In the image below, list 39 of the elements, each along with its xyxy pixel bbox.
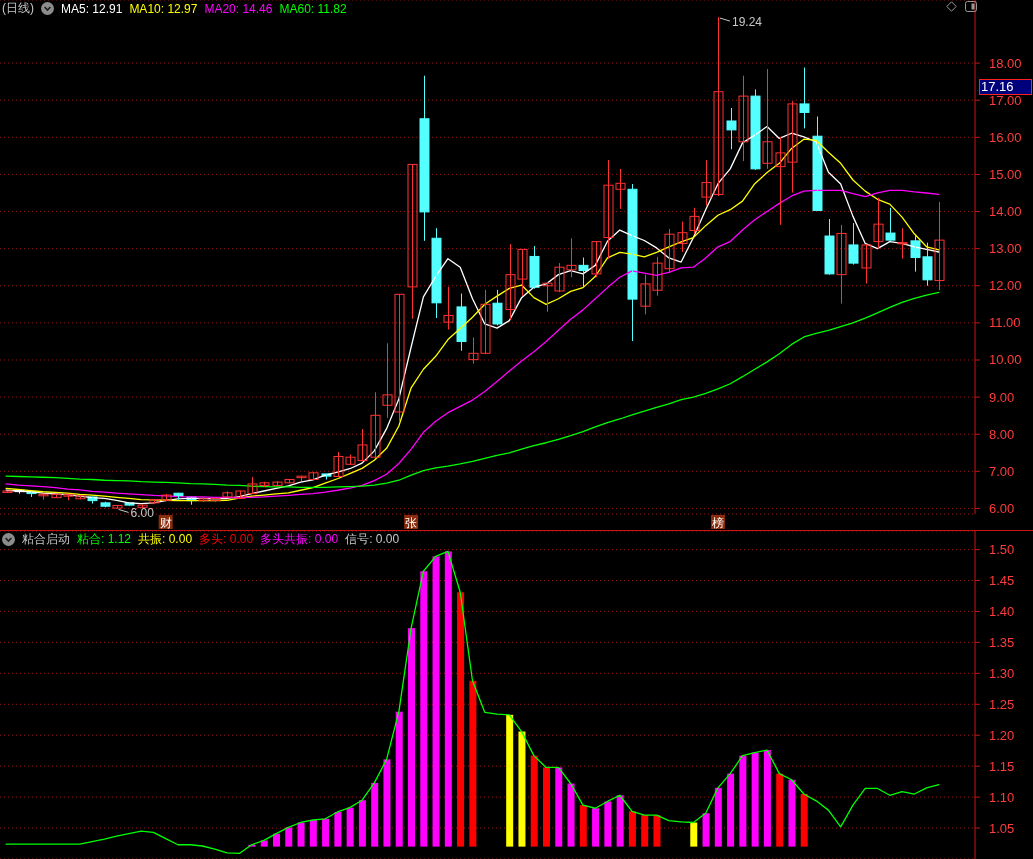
text: 多头共振: 0.00 [260, 531, 339, 548]
y-tick-label: 1.15 [989, 758, 1015, 774]
text: 17.16 [979, 79, 1032, 95]
y-tick-label: 1.30 [989, 665, 1015, 681]
x-tick-label: 张 [405, 515, 418, 530]
y-tick-label: 14.00 [989, 204, 1022, 220]
y-tick-label: 9.00 [989, 389, 1015, 405]
y-tick-label: 11.00 [989, 315, 1021, 331]
y-tick-label: 1.50 [989, 542, 1015, 558]
text: MA10: 12.97 [129, 1, 198, 16]
text: MA60: 11.82 [279, 1, 347, 16]
annotation: 6.00 [130, 505, 155, 520]
text: 共振: 0.00 [138, 531, 193, 548]
text: 多头: 0.00 [199, 531, 254, 548]
y-tick-label: 6.00 [989, 500, 1015, 516]
y-tick-label: 15.00 [989, 166, 1022, 182]
text: MA20: 14.46 [204, 1, 273, 16]
y-tick-label: 1.25 [989, 696, 1015, 712]
y-tick-label: 7.00 [989, 463, 1015, 479]
chart-title: 粘合启动 [22, 531, 70, 548]
y-tick-label: 1.20 [989, 727, 1015, 743]
y-tick-label: 1.05 [989, 820, 1015, 836]
text: MA5: 12.91 [61, 1, 123, 16]
chart-title: (日线) [2, 0, 34, 17]
x-tick-label: 财 [159, 515, 172, 530]
annotation: 信号: 0.00 [345, 531, 400, 548]
x-tick-label: 榜 [711, 515, 724, 530]
y-tick-label: 10.00 [989, 352, 1022, 368]
y-tick-label: 13.00 [989, 241, 1022, 257]
y-tick-label: 12.00 [989, 278, 1022, 294]
y-tick-label: 16.00 [989, 129, 1022, 145]
y-tick-label: 1.35 [989, 634, 1015, 650]
y-tick-label: 8.00 [989, 426, 1015, 442]
text: 粘合: 1.12 [77, 531, 132, 548]
y-tick-label: 1.10 [989, 789, 1015, 805]
y-tick-label: 1.45 [989, 573, 1015, 589]
y-tick-label: 18.00 [989, 55, 1022, 71]
y-tick-label: 17.00 [989, 92, 1022, 108]
y-tick-label: 1.40 [989, 603, 1015, 619]
